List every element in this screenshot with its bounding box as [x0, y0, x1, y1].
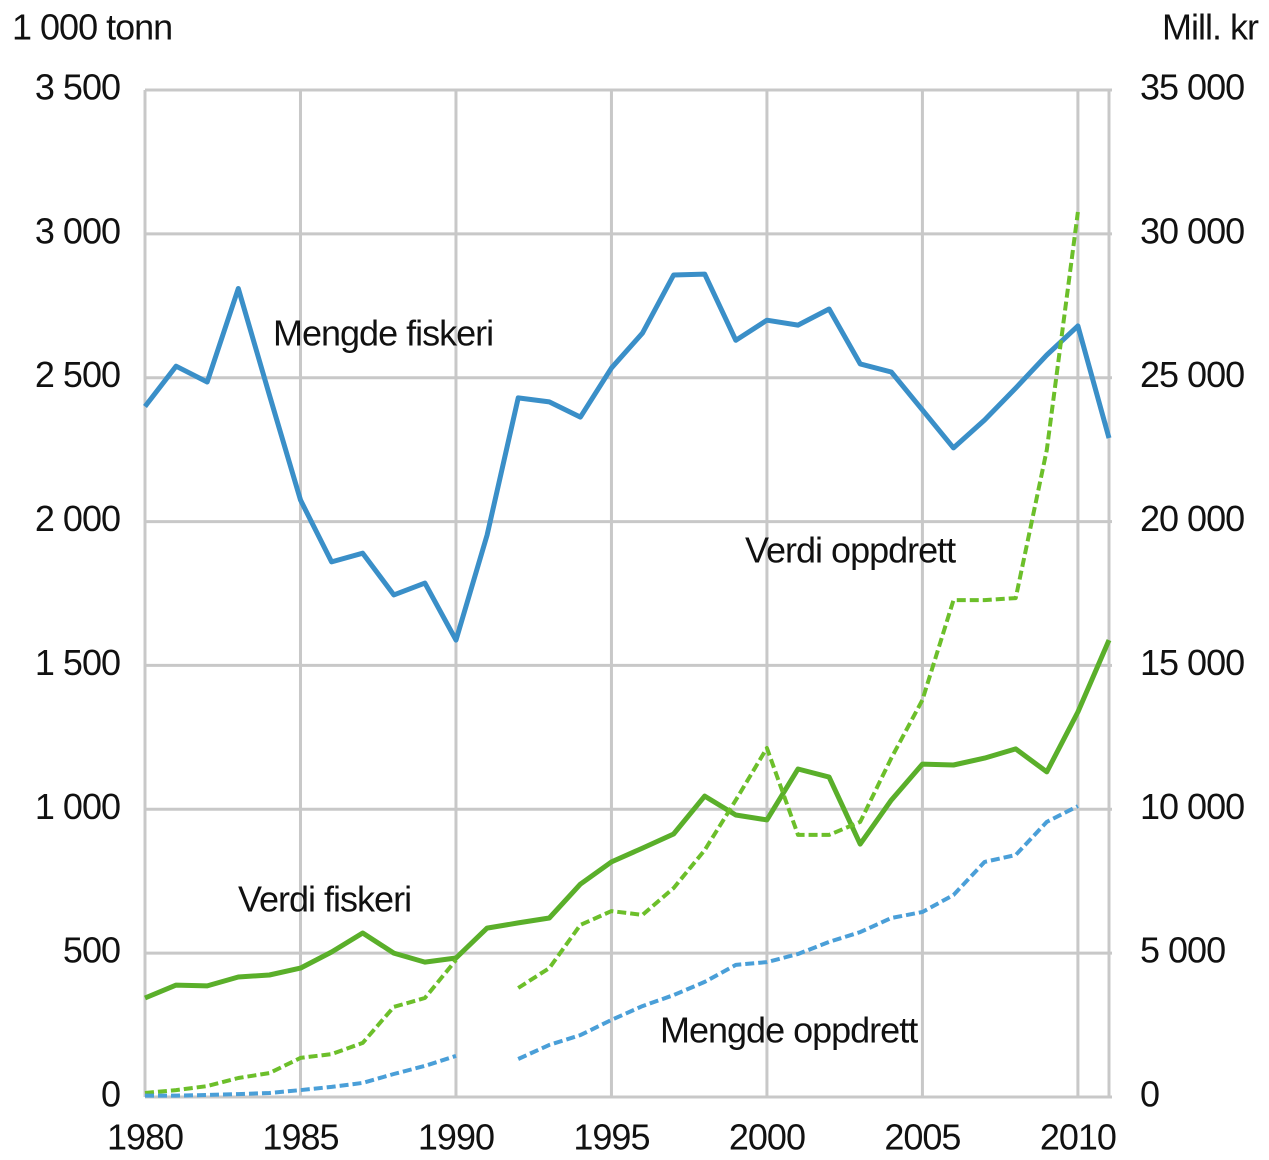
y2-tick-label: 25 000: [1140, 354, 1244, 395]
x-tick-label: 1995: [573, 1117, 649, 1158]
y-tick-label: 1 000: [35, 786, 120, 827]
series-label: Verdi fiskeri: [238, 879, 411, 920]
y-tick-label: 3 500: [35, 67, 120, 108]
y-tick-label: 3 000: [35, 210, 120, 251]
y2-tick-label: 10 000: [1140, 786, 1244, 827]
y2-tick-label: 5 000: [1140, 930, 1225, 971]
series-line: [145, 804, 1079, 1098]
series-line: [144, 639, 1112, 1001]
x-tick-label: 1985: [262, 1117, 338, 1158]
x-tick-label: 2005: [884, 1117, 960, 1158]
y2-tick-label: 35 000: [1140, 67, 1244, 108]
y2-tick-label: 20 000: [1140, 498, 1244, 539]
y2-tick-label: 30 000: [1140, 210, 1244, 251]
x-tick-label: 1990: [418, 1117, 494, 1158]
series-line: [143, 271, 1112, 643]
y-tick-label: 1 500: [35, 642, 120, 683]
y2-tick-label: 15 000: [1140, 642, 1244, 683]
x-tick-label: 1980: [107, 1117, 183, 1158]
series-label: Verdi oppdrett: [745, 530, 956, 571]
x-tick-label: 2010: [1040, 1117, 1116, 1158]
y-axis-label: 1 000 tonn: [12, 7, 172, 48]
x-tick-label: 2000: [729, 1117, 805, 1158]
y-tick-label: 2 500: [35, 354, 120, 395]
y2-tick-label: 0: [1140, 1074, 1159, 1115]
y-tick-label: 0: [101, 1074, 120, 1115]
series-label: Mengde oppdrett: [660, 1010, 918, 1051]
y2-axis-label: Mill. kr: [1162, 7, 1259, 48]
series-label: Mengde fiskeri: [273, 313, 493, 354]
series-line: [144, 211, 1080, 1095]
y-tick-label: 500: [63, 930, 120, 971]
y-tick-label: 2 000: [35, 498, 120, 539]
